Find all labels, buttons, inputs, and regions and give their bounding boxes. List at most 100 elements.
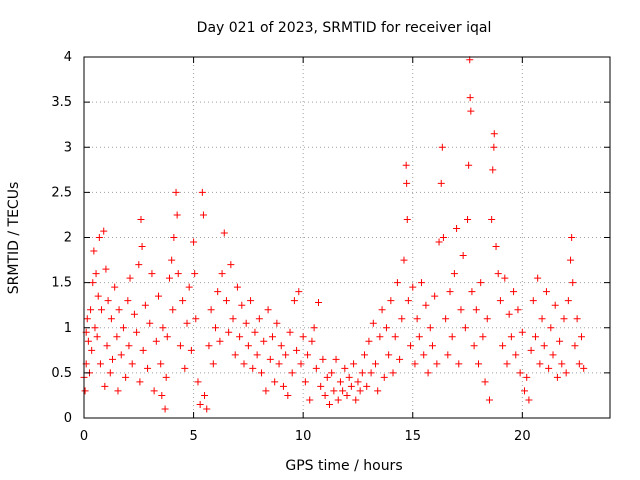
data-point (334, 396, 342, 404)
data-point (536, 360, 544, 368)
data-point (426, 324, 434, 332)
data-point (490, 130, 498, 138)
data-point (138, 243, 146, 251)
data-point (299, 333, 307, 341)
axis-ticks (83, 56, 610, 419)
data-point (380, 373, 388, 381)
data-point (277, 342, 285, 350)
data-point (428, 342, 436, 350)
data-point (229, 315, 237, 323)
data-point (124, 297, 132, 305)
data-point (306, 396, 314, 404)
data-point (448, 333, 456, 341)
y-tick-label: 1 (64, 321, 72, 336)
data-point (173, 211, 181, 219)
data-point (321, 391, 329, 399)
data-point (393, 279, 401, 287)
y-axis-label: SRMTID / TECUs (6, 182, 22, 295)
data-point (494, 270, 502, 278)
data-point (207, 306, 215, 314)
data-point (343, 391, 351, 399)
data-point (84, 337, 92, 345)
data-point (488, 215, 496, 223)
data-point (534, 274, 542, 282)
data-point (437, 179, 445, 187)
data-point (431, 292, 439, 300)
data-point (190, 238, 198, 246)
data-point (505, 310, 513, 318)
data-point (433, 360, 441, 368)
data-point (575, 360, 583, 368)
data-point (358, 369, 366, 377)
data-point (247, 297, 255, 305)
data-point (169, 306, 177, 314)
data-point (571, 342, 579, 350)
data-point (179, 297, 187, 305)
data-point (87, 306, 95, 314)
data-point (137, 215, 145, 223)
data-point (150, 387, 158, 395)
data-point (201, 391, 209, 399)
data-point (107, 315, 115, 323)
data-point (91, 324, 99, 332)
data-point (94, 292, 102, 300)
data-point (424, 369, 432, 377)
data-point (157, 360, 165, 368)
data-point (413, 315, 421, 323)
data-point (205, 342, 213, 350)
data-point (158, 391, 166, 399)
data-point (367, 369, 375, 377)
data-point (336, 378, 344, 386)
data-point (222, 297, 230, 305)
data-point (525, 396, 533, 404)
data-point (501, 274, 509, 282)
data-point (220, 229, 228, 237)
data-point (214, 288, 222, 296)
data-point (341, 364, 349, 372)
data-point (356, 387, 364, 395)
chart-title: Day 021 of 2023, SRMTID for receiver iqa… (197, 20, 492, 36)
data-point (455, 360, 463, 368)
data-point (101, 382, 109, 390)
data-point (385, 351, 393, 359)
data-point (332, 355, 340, 363)
data-point (165, 274, 173, 282)
data-point (185, 283, 193, 291)
data-point (477, 279, 485, 287)
data-point (328, 369, 336, 377)
data-point (187, 346, 195, 354)
data-point (301, 378, 309, 386)
data-point (96, 360, 104, 368)
data-point (111, 283, 119, 291)
data-point (418, 279, 426, 287)
data-point (102, 265, 110, 273)
data-point (304, 351, 312, 359)
data-point (521, 387, 529, 395)
data-point (369, 319, 377, 327)
data-point (90, 247, 98, 255)
data-point (183, 319, 191, 327)
data-point (420, 351, 428, 359)
data-point (422, 301, 430, 309)
data-point (317, 382, 325, 390)
data-point (113, 333, 121, 341)
data-point (415, 333, 423, 341)
data-point (315, 298, 323, 306)
data-point (95, 234, 103, 241)
data-point (475, 360, 482, 368)
data-point (81, 387, 89, 395)
data-point (196, 400, 204, 408)
data-point (297, 360, 305, 368)
data-point (258, 369, 266, 377)
data-point (146, 319, 154, 327)
data-point (529, 297, 537, 305)
data-point (174, 270, 182, 278)
data-point (312, 364, 320, 372)
data-point (104, 297, 112, 305)
data-point (231, 351, 239, 359)
data-point (518, 328, 526, 336)
data-point (218, 270, 226, 278)
data-point (547, 324, 555, 332)
y-tick-labels: 0 0.5 1 1.5 2 2.5 3 3.5 4 (51, 50, 72, 426)
data-point (503, 360, 511, 368)
